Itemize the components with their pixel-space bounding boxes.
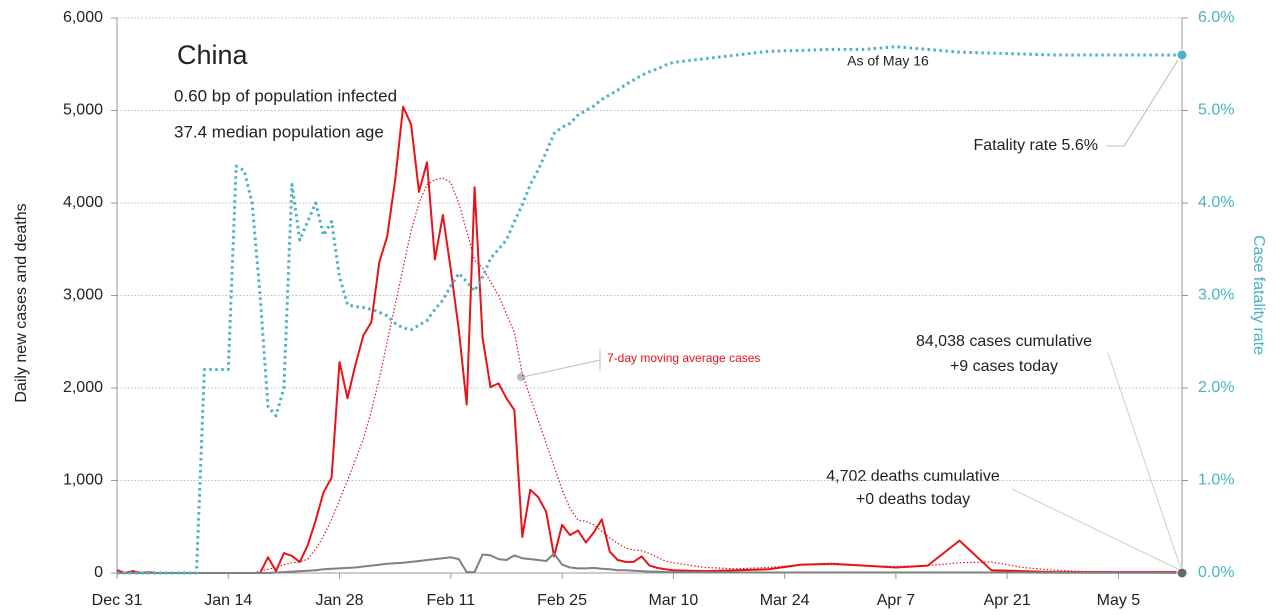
leader-line bbox=[1011, 488, 1181, 571]
y2-tick-label: 5.0% bbox=[1198, 102, 1234, 119]
x-tick-label: Jan 14 bbox=[204, 592, 252, 609]
annotation: 84,038 cases cumulative bbox=[916, 333, 1092, 350]
x-tick-label: May 5 bbox=[1097, 592, 1141, 609]
y2-tick-label: 2.0% bbox=[1198, 379, 1234, 396]
y2-tick-label: 1.0% bbox=[1198, 472, 1234, 489]
annotation: 37.4 median population age bbox=[174, 122, 384, 141]
x-tick-label: Jan 28 bbox=[316, 592, 364, 609]
leader-line bbox=[1107, 352, 1182, 570]
end-dot bbox=[1176, 567, 1188, 579]
x-tick-label: Mar 10 bbox=[648, 592, 698, 609]
y2-tick-label: 6.0% bbox=[1198, 9, 1234, 26]
y-axis-title: Daily new cases and deaths bbox=[13, 203, 30, 402]
y-tick-label: 6,000 bbox=[63, 9, 103, 26]
leader-line bbox=[1106, 59, 1179, 147]
chart-title: China bbox=[177, 40, 249, 70]
x-tick-label: Feb 25 bbox=[537, 592, 587, 609]
annotation: +9 cases today bbox=[950, 358, 1058, 375]
series-line bbox=[117, 552, 1183, 574]
y-tick-label: 4,000 bbox=[63, 194, 103, 211]
annotation: As of May 16 bbox=[847, 53, 929, 69]
y2-tick-label: 0.0% bbox=[1198, 564, 1234, 581]
y-tick-label: 1,000 bbox=[63, 472, 103, 489]
y-tick-label: 0 bbox=[94, 564, 103, 581]
leader-dot bbox=[517, 373, 525, 381]
x-tick-label: Feb 11 bbox=[426, 592, 475, 609]
x-tick-label: Apr 7 bbox=[877, 592, 915, 609]
y-tick-label: 2,000 bbox=[63, 379, 103, 396]
series-line bbox=[117, 177, 1182, 574]
annotation: 7-day moving average cases bbox=[607, 351, 760, 365]
x-tick-label: Mar 24 bbox=[760, 592, 810, 609]
leader-line bbox=[522, 359, 601, 378]
annotation: Fatality rate 5.6% bbox=[974, 137, 1099, 154]
y2-tick-label: 4.0% bbox=[1198, 194, 1234, 211]
x-tick-label: Dec 31 bbox=[92, 592, 143, 609]
x-tick-label: Apr 21 bbox=[984, 592, 1031, 609]
end-dot bbox=[1176, 49, 1188, 61]
y2-tick-label: 3.0% bbox=[1198, 287, 1234, 304]
y2-axis-title: Case fatality rate bbox=[1250, 235, 1267, 355]
y-tick-label: 3,000 bbox=[63, 287, 103, 304]
annotation: 4,702 deaths cumulative bbox=[826, 468, 1000, 485]
annotation: +0 deaths today bbox=[856, 491, 970, 508]
series-line bbox=[117, 45, 1182, 575]
leader-lines bbox=[517, 59, 1182, 571]
grid bbox=[117, 17, 1182, 481]
y-tick-label: 5,000 bbox=[63, 102, 103, 119]
annotation: 0.60 bp of population infected bbox=[174, 86, 397, 105]
